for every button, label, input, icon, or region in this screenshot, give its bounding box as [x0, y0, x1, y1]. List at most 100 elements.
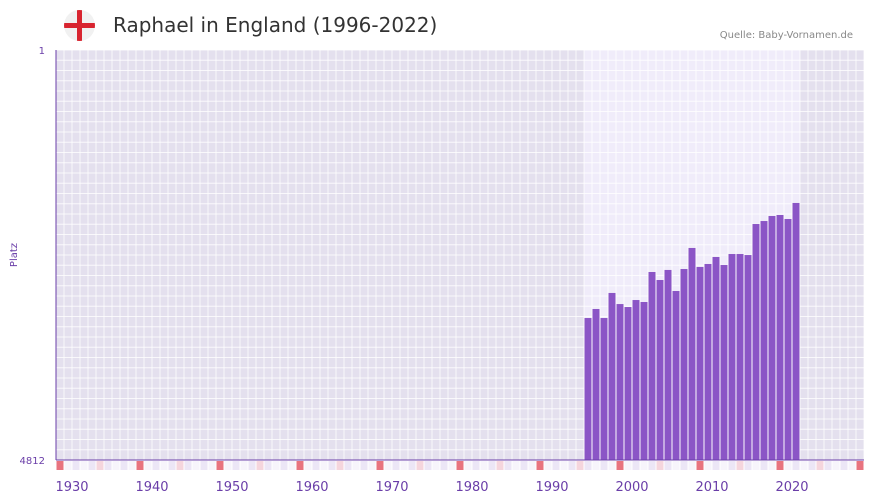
- year-marker-2029: [848, 461, 856, 470]
- year-marker-2020: [776, 461, 784, 470]
- year-marker-2030: [856, 461, 864, 470]
- year-marker-1983: [480, 461, 488, 470]
- bar-2009: [688, 247, 696, 460]
- year-marker-1973: [400, 461, 408, 470]
- bar-2012: [712, 257, 720, 460]
- bar-2010: [696, 266, 704, 460]
- bar-2011: [704, 263, 712, 460]
- year-marker-1964: [328, 461, 336, 470]
- y-tick-label-top: 1: [39, 46, 45, 57]
- year-marker-1999: [608, 461, 616, 470]
- bar-1996: [584, 318, 592, 460]
- year-marker-1947: [192, 461, 200, 470]
- bar-2006: [664, 269, 672, 460]
- year-marker-1993: [560, 461, 568, 470]
- year-marker-2028: [840, 461, 848, 470]
- year-marker-1930: [56, 461, 64, 470]
- year-marker-2025: [816, 461, 824, 470]
- bar-2020: [776, 214, 784, 460]
- y-axis-label: Platz: [9, 243, 20, 267]
- year-marker-1954: [248, 461, 256, 470]
- year-marker-1943: [160, 461, 168, 470]
- year-marker-1996: [584, 461, 592, 470]
- year-marker-1945: [176, 461, 184, 470]
- bar-2005: [656, 280, 664, 460]
- year-marker-1944: [168, 461, 176, 470]
- year-marker-1951: [224, 461, 232, 470]
- bar-2008: [680, 269, 688, 460]
- year-marker-2026: [824, 461, 832, 470]
- year-marker-1946: [184, 461, 192, 470]
- year-marker-1992: [552, 461, 560, 470]
- year-marker-1985: [496, 461, 504, 470]
- year-marker-1979: [448, 461, 456, 470]
- year-marker-2013: [720, 461, 728, 470]
- year-marker-2019: [768, 461, 776, 470]
- year-marker-1974: [408, 461, 416, 470]
- bar-2021: [784, 218, 792, 460]
- year-marker-2012: [712, 461, 720, 470]
- year-marker-1937: [112, 461, 120, 470]
- bar-2016: [744, 255, 752, 460]
- x-tick-label: 1930: [55, 480, 88, 495]
- year-marker-1976: [424, 461, 432, 470]
- year-marker-1978: [440, 461, 448, 470]
- year-marker-1991: [544, 461, 552, 470]
- year-marker-1940: [136, 461, 144, 470]
- bar-2000: [616, 304, 624, 460]
- year-marker-1953: [240, 461, 248, 470]
- year-marker-2021: [784, 461, 792, 470]
- year-marker-2007: [672, 461, 680, 470]
- year-marker-2022: [792, 461, 800, 470]
- bar-2019: [768, 216, 776, 460]
- year-marker-2008: [680, 461, 688, 470]
- year-marker-1960: [296, 461, 304, 470]
- year-marker-2003: [640, 461, 648, 470]
- year-marker-1935: [96, 461, 104, 470]
- year-marker-1984: [488, 461, 496, 470]
- bar-2014: [728, 254, 736, 460]
- x-tick-label: 1940: [135, 480, 168, 495]
- year-marker-2002: [632, 461, 640, 470]
- year-marker-1972: [392, 461, 400, 470]
- year-marker-1959: [288, 461, 296, 470]
- year-marker-2018: [760, 461, 768, 470]
- year-marker-1962: [312, 461, 320, 470]
- year-marker-1934: [88, 461, 96, 470]
- year-marker-2000: [616, 461, 624, 470]
- year-marker-1939: [128, 461, 136, 470]
- bar-2001: [624, 307, 632, 460]
- year-marker-1967: [352, 461, 360, 470]
- x-tick-label: 2010: [695, 480, 728, 495]
- year-marker-1955: [256, 461, 264, 470]
- year-marker-1957: [272, 461, 280, 470]
- year-marker-1995: [576, 461, 584, 470]
- year-marker-1988: [520, 461, 528, 470]
- year-marker-2027: [832, 461, 840, 470]
- bar-2007: [672, 291, 680, 460]
- year-marker-2015: [736, 461, 744, 470]
- year-marker-1997: [592, 461, 600, 470]
- year-marker-2011: [704, 461, 712, 470]
- year-marker-1932: [72, 461, 80, 470]
- year-marker-2024: [808, 461, 816, 470]
- bar-2003: [640, 301, 648, 460]
- bar-2013: [720, 265, 728, 460]
- year-marker-1971: [384, 461, 392, 470]
- year-marker-1998: [600, 461, 608, 470]
- year-marker-1941: [144, 461, 152, 470]
- year-marker-1948: [200, 461, 208, 470]
- year-marker-1969: [368, 461, 376, 470]
- england-flag-icon: [64, 10, 95, 41]
- bar-2017: [752, 224, 760, 460]
- year-marker-1965: [336, 461, 344, 470]
- source-link[interactable]: Quelle: Baby-Vornamen.de: [719, 30, 853, 41]
- x-tick-label: 1960: [295, 480, 328, 495]
- year-marker-1950: [216, 461, 224, 470]
- year-marker-1968: [360, 461, 368, 470]
- year-marker-1961: [304, 461, 312, 470]
- year-marker-1952: [232, 461, 240, 470]
- year-marker-1981: [464, 461, 472, 470]
